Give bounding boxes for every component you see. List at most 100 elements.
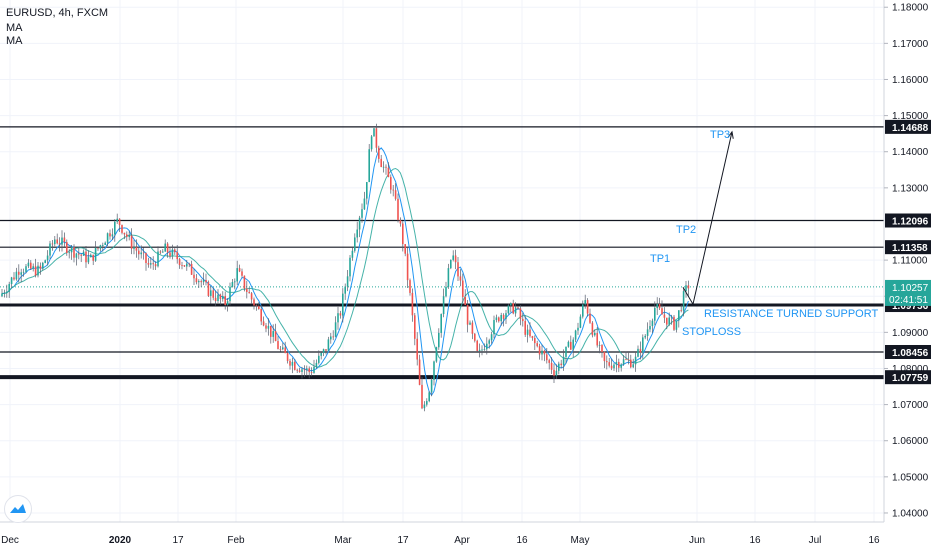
candle-body bbox=[543, 350, 546, 355]
level-price-tag bbox=[885, 370, 931, 385]
level-price-label: 1.11358 bbox=[892, 243, 928, 254]
candle-body bbox=[30, 262, 32, 269]
candle-body bbox=[327, 339, 330, 351]
candle-body bbox=[202, 280, 205, 283]
candle-body bbox=[171, 249, 174, 257]
candle-body bbox=[464, 296, 466, 305]
candle-body bbox=[490, 334, 493, 341]
candle-body bbox=[217, 294, 219, 301]
candle-body bbox=[486, 343, 488, 350]
candle-body bbox=[121, 225, 123, 233]
candle-body bbox=[637, 348, 639, 357]
candle-body bbox=[678, 310, 680, 321]
indicator-ma-2[interactable]: MA bbox=[6, 35, 23, 47]
projection-arrowhead bbox=[727, 130, 734, 139]
candle-body bbox=[670, 316, 673, 318]
candle-body bbox=[421, 384, 423, 409]
candle-body bbox=[308, 368, 310, 373]
candle-body bbox=[390, 177, 392, 190]
candle-body bbox=[15, 271, 18, 280]
candle-body bbox=[430, 379, 433, 393]
candle-body bbox=[548, 360, 550, 363]
candle-body bbox=[435, 347, 438, 362]
candle-body bbox=[658, 303, 661, 309]
candle-body bbox=[116, 218, 118, 222]
candle-body bbox=[582, 304, 584, 317]
y-tick-label: 1.09000 bbox=[892, 328, 929, 339]
candle-body bbox=[325, 349, 327, 351]
candle-body bbox=[440, 314, 442, 333]
x-tick-label: May bbox=[571, 535, 590, 546]
candle-body bbox=[164, 243, 166, 252]
candle-body bbox=[668, 317, 670, 325]
indicator-ma-1[interactable]: MA bbox=[6, 22, 23, 34]
candle-body bbox=[205, 280, 207, 283]
candle-body bbox=[284, 347, 286, 354]
candle-body bbox=[433, 361, 435, 380]
candle-body bbox=[680, 310, 682, 312]
level-price-tag bbox=[885, 240, 931, 255]
candle-body bbox=[476, 340, 478, 351]
candle-body bbox=[382, 166, 385, 168]
candle-body bbox=[570, 341, 572, 350]
candle-body bbox=[517, 307, 519, 309]
tradingview-logo-icon[interactable] bbox=[4, 495, 32, 523]
candle-body bbox=[195, 278, 198, 283]
candle-body bbox=[267, 325, 270, 329]
candle-body bbox=[387, 167, 390, 178]
candle-body bbox=[646, 329, 649, 336]
candle-body bbox=[666, 317, 668, 325]
candle-body bbox=[565, 346, 567, 357]
y-tick-label: 1.14000 bbox=[892, 147, 929, 158]
candle-body bbox=[505, 313, 507, 319]
candle-body bbox=[546, 354, 548, 361]
candle-body bbox=[366, 182, 368, 199]
candle-body bbox=[337, 313, 339, 323]
candle-body bbox=[315, 362, 318, 367]
candle-body bbox=[78, 253, 80, 255]
candle-body bbox=[450, 259, 452, 269]
candle-body bbox=[212, 290, 214, 298]
candle-body bbox=[183, 265, 186, 267]
candle-body bbox=[522, 318, 524, 322]
candle-body bbox=[114, 221, 116, 235]
candle-body bbox=[577, 327, 579, 331]
candle-body bbox=[330, 336, 332, 340]
candle-body bbox=[142, 252, 145, 254]
x-tick-label: Apr bbox=[454, 535, 470, 546]
candle-body bbox=[428, 392, 430, 402]
candle-body bbox=[174, 249, 176, 253]
candle-body bbox=[404, 244, 406, 254]
y-tick-label: 1.13000 bbox=[892, 183, 929, 194]
x-tick-label: Dec bbox=[1, 535, 19, 546]
candles bbox=[1, 123, 690, 412]
candle-body bbox=[87, 257, 90, 263]
candle-body bbox=[426, 401, 428, 405]
candle-body bbox=[687, 285, 690, 289]
candle-body bbox=[642, 337, 644, 353]
candle-body bbox=[651, 320, 654, 327]
ma-fast-line bbox=[1, 147, 689, 397]
candle-body bbox=[606, 361, 608, 363]
candle-body bbox=[1, 293, 3, 297]
annotation-label: TP1 bbox=[650, 253, 670, 265]
candle-body bbox=[73, 247, 75, 258]
candle-body bbox=[22, 271, 25, 273]
candle-body bbox=[493, 320, 495, 335]
candle-body bbox=[200, 281, 202, 283]
candle-body bbox=[644, 335, 646, 338]
candle-body bbox=[656, 303, 658, 308]
x-tick-label: Feb bbox=[227, 535, 245, 546]
x-tick-label: Jul bbox=[809, 535, 822, 546]
candle-body bbox=[649, 326, 651, 330]
candle-body bbox=[260, 309, 262, 322]
candle-body bbox=[618, 361, 620, 368]
level-price-tag bbox=[885, 119, 931, 134]
candle-body bbox=[574, 330, 577, 340]
candle-body bbox=[224, 296, 226, 305]
candle-body bbox=[500, 314, 502, 322]
candle-body bbox=[529, 329, 531, 337]
